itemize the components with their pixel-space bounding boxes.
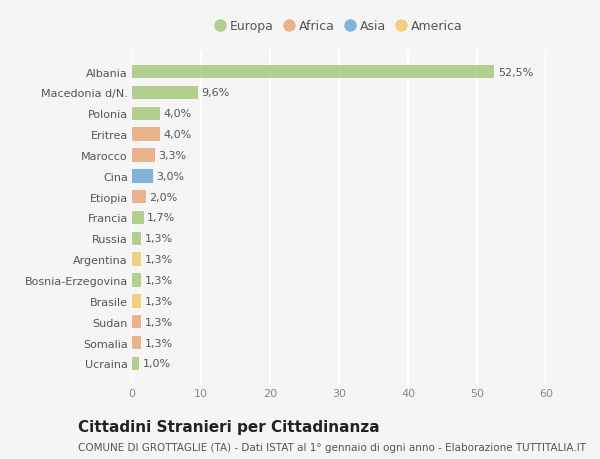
Bar <box>132 211 144 225</box>
Bar <box>132 232 141 246</box>
Bar <box>132 107 160 121</box>
Text: 4,0%: 4,0% <box>163 130 191 140</box>
Bar <box>132 128 160 142</box>
Text: 3,0%: 3,0% <box>156 172 184 181</box>
Text: 3,3%: 3,3% <box>158 151 187 161</box>
Text: 1,3%: 1,3% <box>145 317 173 327</box>
Bar <box>132 149 155 162</box>
Text: 1,7%: 1,7% <box>147 213 175 223</box>
Bar <box>132 336 141 350</box>
Bar <box>132 294 141 308</box>
Text: 9,6%: 9,6% <box>202 88 230 98</box>
Bar <box>132 315 141 329</box>
Bar <box>132 86 198 100</box>
Bar <box>132 357 139 370</box>
Bar <box>132 274 141 287</box>
Text: 1,3%: 1,3% <box>145 275 173 285</box>
Bar <box>132 253 141 266</box>
Text: Cittadini Stranieri per Cittadinanza: Cittadini Stranieri per Cittadinanza <box>78 419 380 434</box>
Text: COMUNE DI GROTTAGLIE (TA) - Dati ISTAT al 1° gennaio di ogni anno - Elaborazione: COMUNE DI GROTTAGLIE (TA) - Dati ISTAT a… <box>78 442 586 452</box>
Text: 52,5%: 52,5% <box>498 67 533 78</box>
Text: 1,3%: 1,3% <box>145 234 173 244</box>
Text: 4,0%: 4,0% <box>163 109 191 119</box>
Text: 1,3%: 1,3% <box>145 338 173 348</box>
Bar <box>132 66 494 79</box>
Text: 1,3%: 1,3% <box>145 296 173 306</box>
Legend: Europa, Africa, Asia, America: Europa, Africa, Asia, America <box>211 17 467 37</box>
Bar <box>132 170 152 183</box>
Bar <box>132 190 146 204</box>
Text: 1,3%: 1,3% <box>145 255 173 264</box>
Text: 1,0%: 1,0% <box>142 358 170 369</box>
Text: 2,0%: 2,0% <box>149 192 178 202</box>
